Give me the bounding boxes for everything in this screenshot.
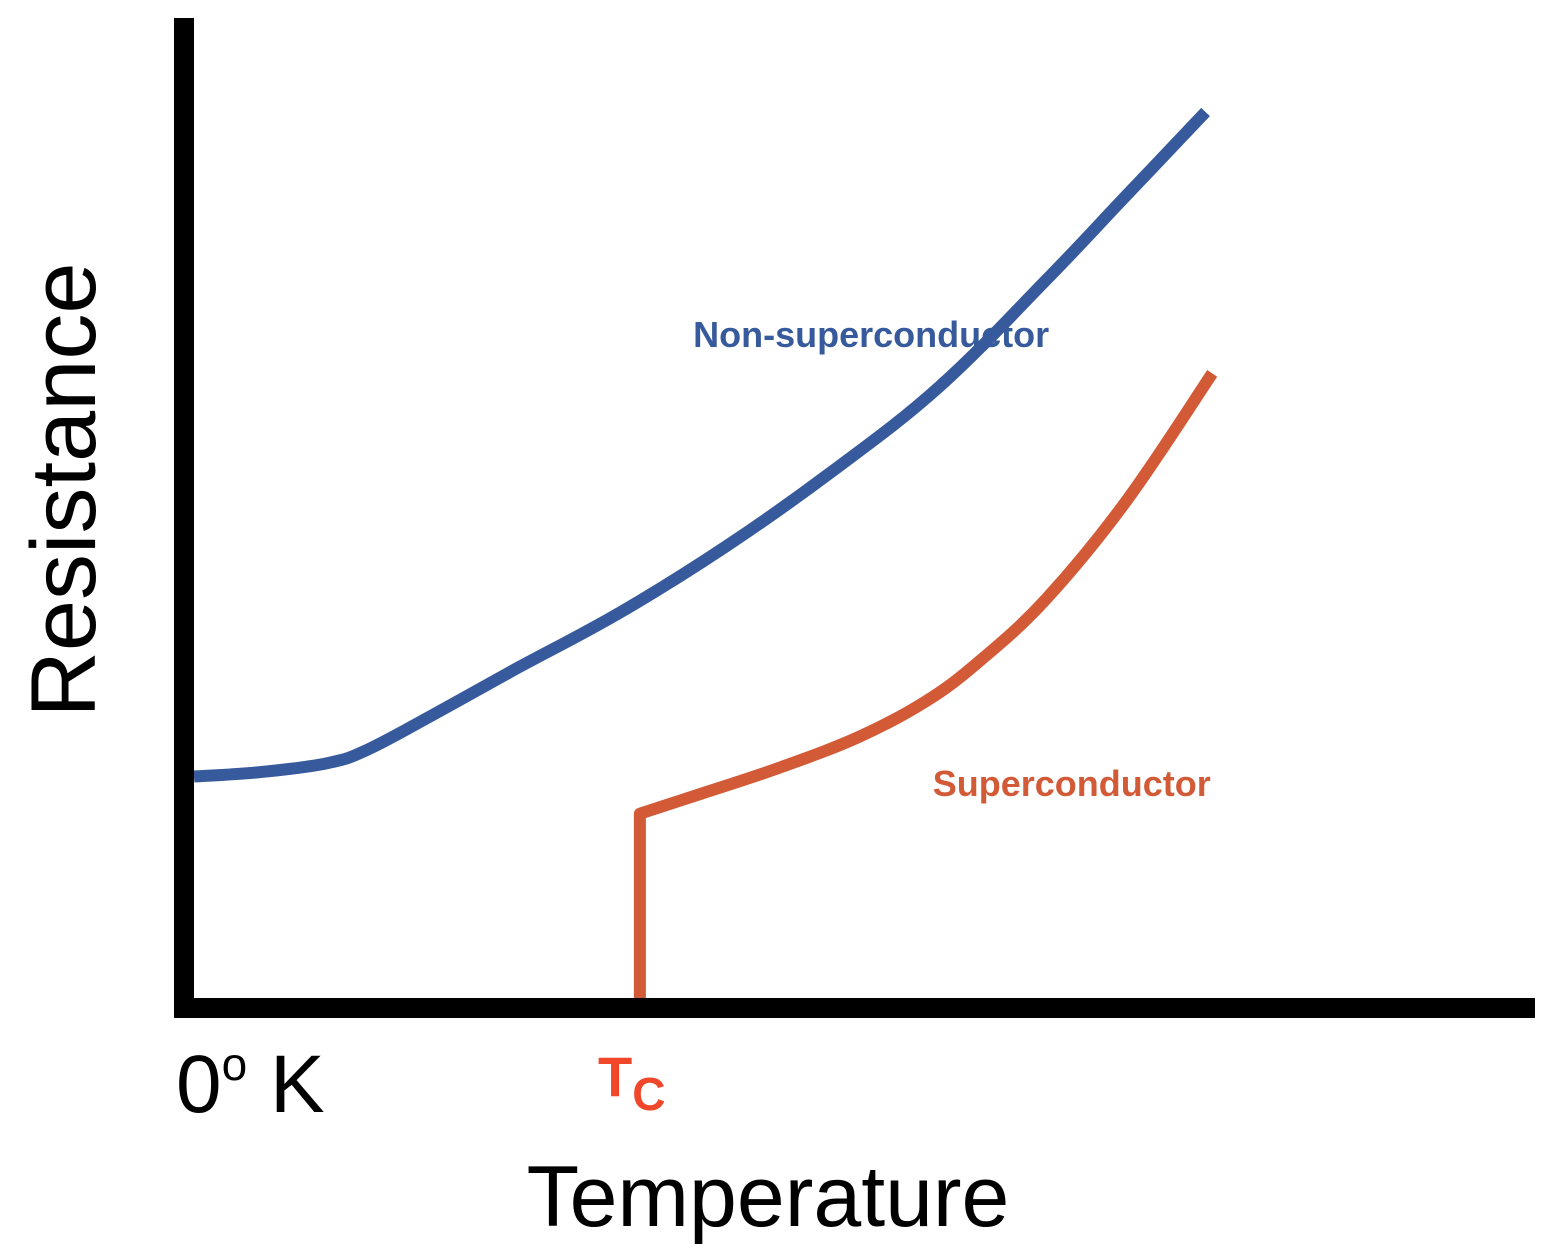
- series-label-non-superconductor: Non-superconductor: [693, 314, 1049, 355]
- x-axis-label: Temperature: [527, 1149, 1010, 1245]
- series-layer: [193, 107, 1218, 998]
- y-axis-label: Resistance: [13, 262, 115, 717]
- label-layer: Non-superconductor Superconductor 0o K TC: [176, 314, 1211, 1130]
- series-line-non-superconductor: [193, 107, 1210, 783]
- x-tick-label-origin: 0o K: [176, 1038, 325, 1130]
- series-label-superconductor: Superconductor: [933, 763, 1211, 804]
- x-tick-label-critical-temperature: TC: [598, 1045, 665, 1120]
- series-line-superconductor: [633, 370, 1218, 998]
